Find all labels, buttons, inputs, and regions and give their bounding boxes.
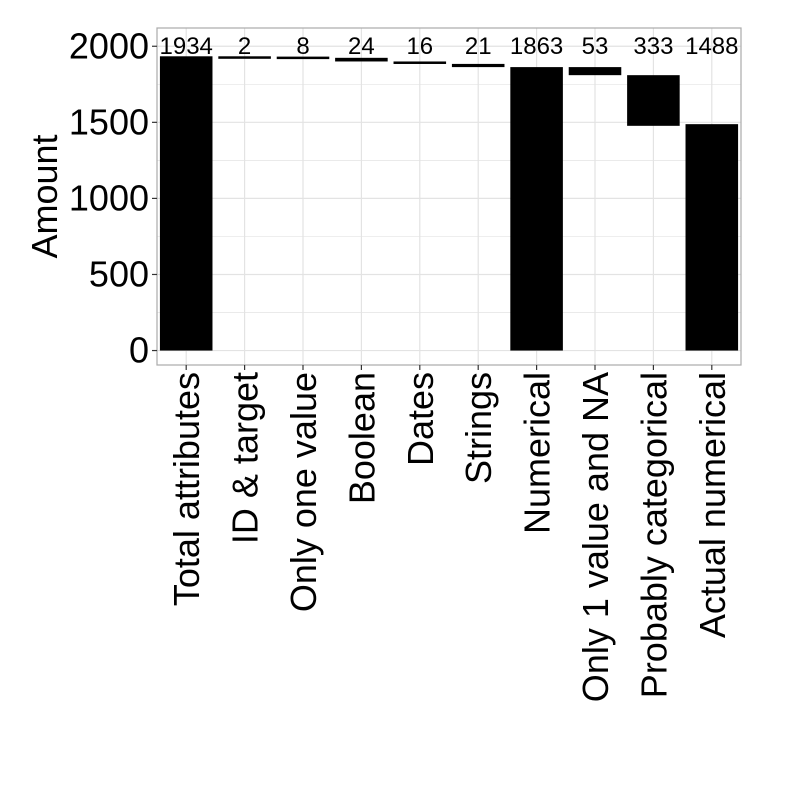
bar-value-label: 1863 bbox=[510, 33, 563, 60]
bar bbox=[335, 57, 388, 62]
bar-value-label: 24 bbox=[348, 33, 375, 60]
x-category-label: Numerical bbox=[517, 372, 558, 534]
bar-value-label: 2 bbox=[238, 33, 251, 60]
bar-value-labels: 1934 2 8 24 16 21 1863 53 333 1488 bbox=[160, 33, 739, 60]
y-axis-title: Amount bbox=[24, 134, 65, 258]
y-tick-label: 500 bbox=[89, 253, 149, 294]
y-axis-ticks: 0 500 1000 1500 2000 bbox=[69, 25, 157, 371]
y-tick-label: 1500 bbox=[69, 101, 149, 142]
bar-value-label: 333 bbox=[633, 33, 673, 60]
x-category-label: Probably categorical bbox=[633, 372, 674, 698]
bar bbox=[451, 63, 505, 68]
bar-value-label: 21 bbox=[465, 33, 492, 60]
bar bbox=[627, 75, 680, 126]
bar bbox=[510, 67, 563, 351]
bar bbox=[159, 56, 213, 351]
bar-value-label: 53 bbox=[582, 33, 609, 60]
bar-value-label: 1934 bbox=[160, 33, 213, 60]
x-category-label: Only one value bbox=[283, 372, 324, 612]
y-tick-label: 2000 bbox=[69, 25, 149, 66]
y-tick-label: 0 bbox=[129, 330, 149, 371]
bar bbox=[218, 56, 271, 59]
bars bbox=[159, 56, 739, 351]
bar-value-label: 1488 bbox=[685, 33, 738, 60]
x-category-label: Dates bbox=[400, 372, 441, 466]
x-axis-categories: Total attributes ID & target Only one valu… bbox=[166, 365, 733, 702]
bar bbox=[393, 61, 447, 64]
bar-value-label: 16 bbox=[406, 33, 433, 60]
bar bbox=[276, 56, 330, 60]
bar-value-label: 8 bbox=[296, 33, 309, 60]
bar bbox=[568, 67, 622, 76]
x-category-label: ID & target bbox=[225, 372, 266, 544]
x-category-label: Only 1 value and NA bbox=[575, 372, 616, 702]
x-category-label: Actual numerical bbox=[692, 372, 733, 638]
x-category-label: Strings bbox=[458, 372, 499, 484]
y-tick-label: 1000 bbox=[69, 177, 149, 218]
bar bbox=[685, 124, 739, 351]
x-category-label: Boolean bbox=[341, 372, 382, 504]
plot-border bbox=[156, 27, 742, 366]
x-category-label: Total attributes bbox=[166, 372, 207, 606]
